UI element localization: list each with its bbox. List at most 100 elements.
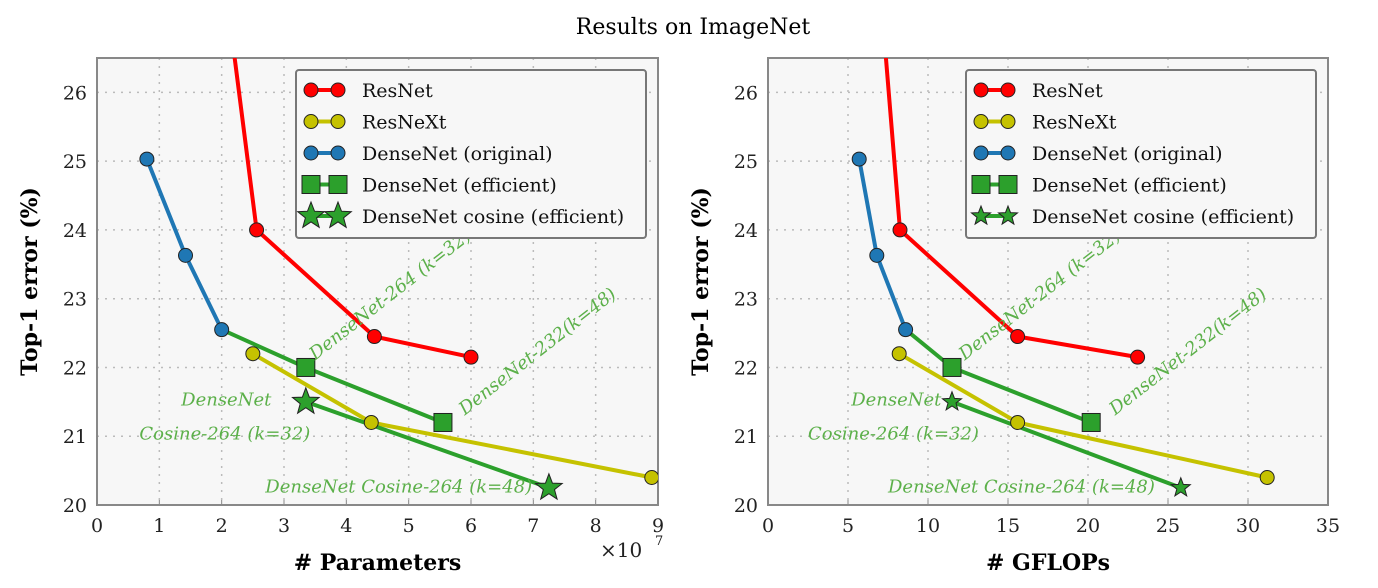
data-point [1010, 329, 1026, 345]
data-point [878, 37, 892, 51]
legend-label: DenseNet cosine (efficient) [1032, 206, 1294, 228]
y-tick-label: 25 [63, 151, 87, 173]
plot-frame [96, 57, 659, 506]
y-tick-label: 21 [63, 426, 87, 448]
legend-item: ResNeXt [973, 112, 1117, 134]
legend-marker [296, 200, 326, 229]
legend-item: DenseNet (original) [303, 143, 553, 165]
x-tick-label: 15 [996, 515, 1020, 537]
data-point [366, 329, 382, 345]
legend [295, 69, 647, 239]
legend-marker [1000, 82, 1016, 98]
legend-label: DenseNet (efficient) [362, 175, 557, 197]
y-tick-label: 25 [734, 151, 758, 173]
x-tick-label: 2 [216, 515, 228, 537]
series-layer [851, 37, 1275, 498]
figure-title: Results on ImageNet [576, 15, 811, 40]
series-line-densenet-cosine-efficient- [305, 399, 550, 490]
legend-marker [1000, 114, 1016, 129]
y-tick-label: 22 [734, 357, 758, 379]
data-point [291, 386, 321, 415]
legend-marker [328, 175, 348, 194]
series-layer [139, 58, 658, 501]
legend-label: DenseNet cosine (efficient) [362, 206, 624, 228]
annotation: DenseNet Cosine-264 (k=48) [887, 477, 1155, 498]
data-point [869, 247, 885, 263]
x-tick-label: 5 [842, 515, 854, 537]
annotation: Cosine-264 (k=32) [139, 424, 310, 445]
x-tick-label: 20 [1076, 515, 1100, 537]
legend-marker [973, 145, 989, 161]
legend-label: DenseNet (efficient) [1032, 175, 1227, 197]
legend-label: ResNet [362, 80, 433, 102]
x-tick-label: 4 [340, 515, 352, 537]
legend-item: DenseNet cosine (efficient) [296, 200, 624, 229]
x-tick-label: 3 [278, 515, 290, 537]
data-point [178, 247, 194, 263]
legend-marker [323, 200, 353, 229]
x-tick-label: 0 [762, 515, 774, 537]
legend-marker [971, 175, 991, 194]
legend-marker [997, 204, 1019, 226]
legend-marker [998, 175, 1018, 194]
data-point [139, 151, 155, 167]
data-point [245, 346, 261, 362]
annotation: Cosine-264 (k=32) [808, 424, 979, 445]
data-point [941, 390, 963, 412]
legend [965, 69, 1317, 239]
legend-item: DenseNet cosine (efficient) [970, 204, 1294, 228]
x-tick-label: 35 [1316, 515, 1340, 537]
data-point [1259, 469, 1275, 485]
data-point [363, 414, 379, 430]
legend-label: ResNeXt [362, 112, 447, 134]
x-axis-label: # Parameters [294, 550, 462, 576]
data-point [249, 222, 265, 238]
y-tick-label: 23 [734, 289, 758, 311]
y-tick-label: 24 [734, 220, 758, 242]
legend-item: ResNet [973, 80, 1103, 102]
y-tick-label: 24 [63, 220, 87, 242]
data-point [898, 322, 914, 338]
legend-marker [330, 114, 346, 129]
x-tick-label: 7 [527, 515, 539, 537]
annotation: DenseNet [850, 389, 942, 410]
legend-item: ResNet [303, 80, 433, 102]
legend-marker [973, 114, 989, 129]
legend-marker [301, 175, 321, 194]
legend-item: ResNeXt [303, 112, 447, 134]
data-point [433, 412, 453, 432]
legend-marker [330, 82, 346, 98]
legend-label: ResNeXt [1032, 112, 1117, 134]
data-point [892, 222, 908, 238]
gflops-plot: 0 5 10 15 20 25 30 3520212223242526DenseNet-264… [688, 37, 1340, 576]
x-axis-label: # GFLOPs [986, 550, 1110, 576]
legend-label: DenseNet (original) [362, 143, 553, 165]
legend-marker [303, 145, 319, 161]
y-tick-label: 21 [734, 426, 758, 448]
annotation: DenseNet [180, 389, 272, 410]
data-point [534, 472, 564, 501]
y-tick-label: 22 [63, 357, 87, 379]
x-tick-label: 25 [1156, 515, 1180, 537]
data-point [891, 346, 907, 362]
y-tick-label: 26 [734, 82, 758, 104]
legend-marker [303, 114, 319, 129]
data-point [1130, 349, 1146, 365]
legend-item: DenseNet (original) [973, 143, 1223, 165]
y-tick-label: 23 [63, 289, 87, 311]
data-point [296, 357, 316, 377]
data-point [942, 357, 962, 377]
legend-marker [330, 145, 346, 161]
y-tick-label: 20 [63, 495, 87, 517]
data-point [463, 349, 479, 365]
y-tick-label: 20 [734, 495, 758, 517]
y-tick-label: 26 [63, 82, 87, 104]
annotation: DenseNet Cosine-264 (k=48) [264, 477, 532, 498]
x-tick-label: 10 [916, 515, 940, 537]
x-multiplier-exponent: 7 [655, 534, 663, 549]
legend-item: DenseNet (efficient) [971, 175, 1227, 197]
data-point [214, 322, 230, 338]
x-tick-label: 8 [590, 515, 602, 537]
y-axis-label: Top-1 error (%) [688, 187, 714, 376]
